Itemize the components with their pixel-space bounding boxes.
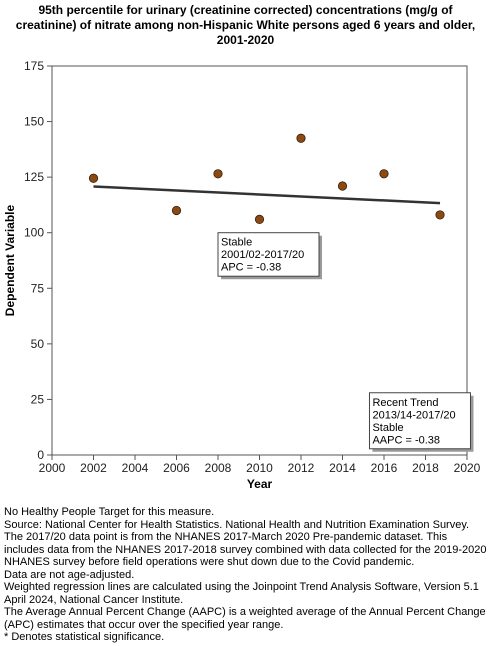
x-tick-label: 2014 <box>329 461 356 475</box>
footnote-line: Weighted regression lines are calculated… <box>4 581 479 606</box>
y-tick-label: 50 <box>31 337 45 351</box>
chart-title-line-2: creatinine) of nitrate among non-Hispani… <box>15 18 476 32</box>
x-tick-label: 2018 <box>412 461 439 475</box>
x-tick-label: 2002 <box>80 461 107 475</box>
footnote-line: No Healthy People Target for this measur… <box>4 506 215 518</box>
footnote-line: Data are not age-adjusted. <box>4 568 135 581</box>
footnotes: No Healthy People Target for this measur… <box>4 506 488 644</box>
annotation-text: 2001/02-2017/20 <box>221 249 304 261</box>
trend-line <box>93 185 441 205</box>
footnote-line: Source: National Center for Health Stati… <box>4 518 487 569</box>
x-tick-label: 2016 <box>371 461 398 475</box>
chart-canvas: 0 25 50 75 100 125 150 175 2000 2002 2004 2006 2008 2… <box>3 59 481 491</box>
x-tick-label: 2012 <box>288 461 315 475</box>
chart-title-line-1: 95th percentile for urinary (creatinine … <box>38 3 453 17</box>
footnote-line: * Denotes statistical significance. <box>4 631 165 643</box>
annotation-text: AAPC = -0.38 <box>372 434 440 446</box>
annotation-box <box>368 392 471 450</box>
x-tick-label: 2008 <box>205 461 232 475</box>
annotation-text: Stable <box>221 237 252 249</box>
x-tick-label: 2006 <box>163 461 190 475</box>
plot-area: 0 25 50 75 100 125 150 175 2000 2002 2004 2006 2008 2… <box>3 59 481 491</box>
data-point <box>171 205 182 216</box>
x-axis-label: Year <box>247 477 273 491</box>
data-point <box>296 133 306 143</box>
y-tick-label: 25 <box>31 392 45 406</box>
annotation-text: APC = -0.38 <box>221 262 281 274</box>
data-point <box>254 214 265 224</box>
y-tick-label: 75 <box>31 281 45 295</box>
annotation-text: Recent Trend <box>372 397 438 409</box>
chart-title: 95th percentile for urinary (creatinine … <box>0 3 491 48</box>
data-point <box>88 173 99 183</box>
annotation-text: Stable <box>372 422 403 434</box>
y-tick-label: 0 <box>37 448 44 462</box>
y-tick-label: 175 <box>24 59 44 73</box>
x-tick-label: 2010 <box>246 461 273 475</box>
y-axis-label: Dependent Variable <box>3 204 17 316</box>
x-tick-label: 2000 <box>39 461 66 475</box>
x-tick-label: 2004 <box>122 461 149 475</box>
y-tick-label: 100 <box>24 226 44 240</box>
footnote-line: The Average Annual Percent Change (AAPC)… <box>4 606 486 631</box>
data-point <box>337 181 348 191</box>
data-point <box>213 169 223 179</box>
annotation-text: 2013/14-2017/20 <box>372 409 455 421</box>
y-tick-label: 125 <box>24 170 44 184</box>
x-tick-label: 2020 <box>454 461 481 475</box>
annotation-box <box>217 232 320 277</box>
y-tick-label: 150 <box>24 115 44 129</box>
data-point <box>435 210 445 220</box>
chart-title-line-3: 2001-2020 <box>216 33 275 47</box>
data-point <box>379 169 389 179</box>
